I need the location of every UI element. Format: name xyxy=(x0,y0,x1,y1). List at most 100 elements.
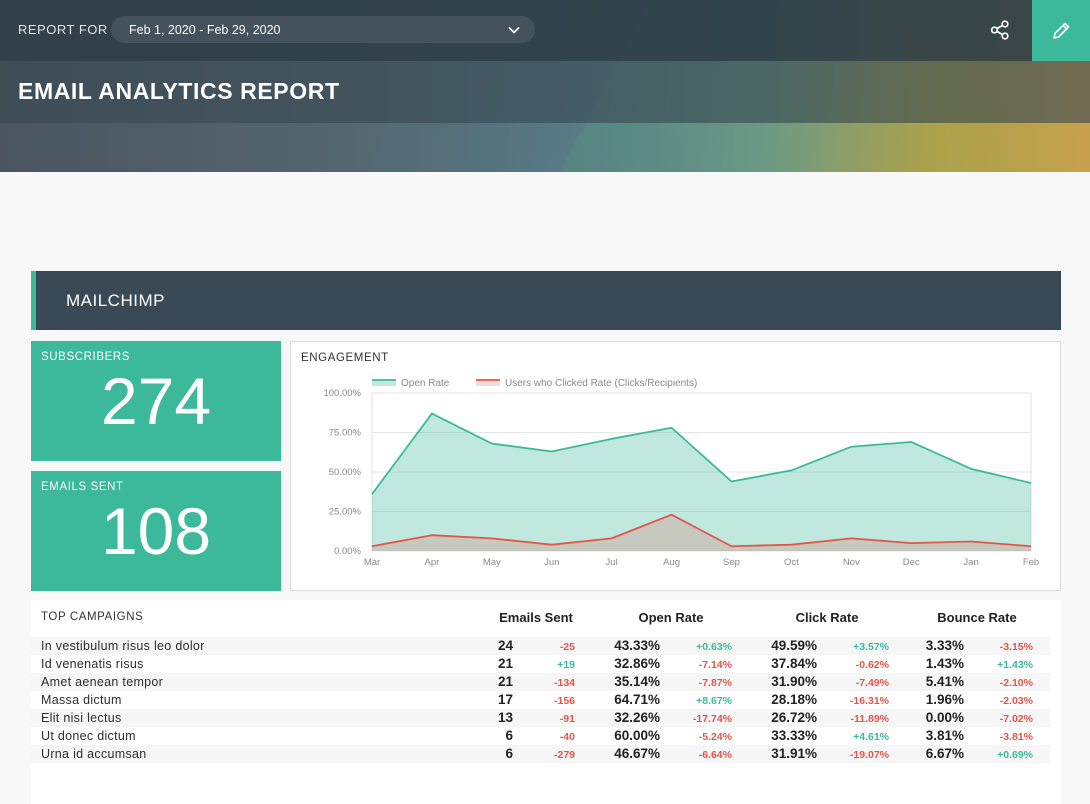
cell-open: 64.71% xyxy=(614,692,660,707)
column-header-emails-sent[interactable]: Emails Sent xyxy=(499,610,573,625)
cell-open: 32.26% xyxy=(614,710,660,725)
chevron-down-icon xyxy=(508,26,520,33)
cell-bounce-delta: +1.43% xyxy=(997,659,1033,671)
cell-name: Amet aenean tempor xyxy=(41,675,164,689)
cell-open: 32.86% xyxy=(614,656,660,671)
x-tick-label: Jan xyxy=(963,557,978,568)
cell-bounce: 5.41% xyxy=(925,674,964,689)
cell-click-delta: -19.07% xyxy=(849,749,889,761)
x-tick-label: May xyxy=(483,557,501,568)
cell-open: 46.67% xyxy=(614,746,660,761)
cell-name: Urna id accumsan xyxy=(41,747,147,761)
column-header-click-rate[interactable]: Click Rate xyxy=(795,610,859,625)
date-range-select[interactable]: Feb 1, 2020 - Feb 29, 2020 xyxy=(111,16,535,43)
cell-click-delta: +4.61% xyxy=(853,731,889,743)
x-tick-label: Apr xyxy=(425,557,440,568)
legend-swatch xyxy=(372,380,396,386)
y-tick-label: 50.00% xyxy=(329,467,362,478)
cell-sent-delta: -134 xyxy=(553,677,575,689)
cell-bounce: 1.96% xyxy=(925,692,964,707)
cell-open: 43.33% xyxy=(614,638,660,653)
cell-bounce-delta: +0.69% xyxy=(997,749,1033,761)
cell-bounce: 6.67% xyxy=(925,746,964,761)
x-tick-label: Feb xyxy=(1023,557,1039,568)
cell-click-delta: -11.89% xyxy=(850,713,889,725)
cell-bounce: 3.33% xyxy=(925,638,964,653)
legend-item[interactable]: Users who Clicked Rate (Clicks/Recipient… xyxy=(505,378,697,389)
cell-bounce: 0.00% xyxy=(925,710,964,725)
legend-swatch xyxy=(476,380,500,386)
cell-bounce-delta: -3.15% xyxy=(999,641,1033,653)
series-line-open-rate xyxy=(371,412,1032,495)
cell-name: Ut donec dictum xyxy=(41,729,136,743)
y-tick-label: 75.00% xyxy=(329,428,362,439)
table-row[interactable]: Ut donec dictum 6 -40 60.00% -5.24% 33.33% +4.… xyxy=(31,727,1050,745)
x-tick-label: Mar xyxy=(364,557,380,568)
column-header-bounce-rate[interactable]: Bounce Rate xyxy=(937,610,1017,625)
cell-click-delta: -0.62% xyxy=(855,659,889,671)
cell-click: 37.84% xyxy=(771,656,817,671)
cell-sent: 21 xyxy=(497,674,513,689)
table-row[interactable]: Id venenatis risus 21 +19 32.86% -7.14% 37.84… xyxy=(31,655,1050,673)
cell-sent-delta: +19 xyxy=(557,659,575,671)
date-range-value: Feb 1, 2020 - Feb 29, 2020 xyxy=(129,22,281,37)
cell-click-delta: -16.31% xyxy=(849,695,889,707)
title-bar xyxy=(0,61,1090,123)
cell-name: In vestibulum risus leo dolor xyxy=(41,639,205,653)
table-row[interactable]: Elit nisi lectus 13 -91 32.26% -17.74% 26.72%… xyxy=(31,709,1050,727)
cell-bounce-delta: -3.81% xyxy=(999,731,1033,743)
cell-sent-delta: -25 xyxy=(559,641,575,653)
cell-name: Elit nisi lectus xyxy=(41,711,122,725)
emails-sent-value: 108 xyxy=(100,494,212,568)
table-row[interactable]: Amet aenean tempor 21 -134 35.14% -7.87% 31.9… xyxy=(31,673,1050,691)
cell-sent: 6 xyxy=(505,746,513,761)
engagement-label: ENGAGEMENT xyxy=(301,352,389,364)
page-title: EMAIL ANALYTICS REPORT xyxy=(18,78,340,104)
cell-open-delta: -7.14% xyxy=(698,659,732,671)
cell-bounce: 3.81% xyxy=(925,728,964,743)
engagement-chart-card: ENGAGEMENT 100.00% 75.00% 50.00% 25.00% 0.00… xyxy=(290,341,1061,591)
pencil-icon xyxy=(1053,22,1070,39)
cell-click: 28.18% xyxy=(771,692,817,707)
cell-sent-delta: -279 xyxy=(553,749,575,761)
subscribers-card: SUBSCRIBERS 274 xyxy=(31,341,281,461)
x-tick-label: Jul xyxy=(606,557,618,568)
section-title: MAILCHIMP xyxy=(66,291,165,310)
subscribers-value: 274 xyxy=(100,364,212,438)
cell-open-delta: -6.64% xyxy=(698,749,732,761)
top-campaigns-table: TOP CAMPAIGNS Emails Sent Open Rate Clic… xyxy=(31,600,1061,804)
top-campaigns-title: TOP CAMPAIGNS xyxy=(41,611,144,623)
edit-button[interactable] xyxy=(1032,0,1090,61)
cell-name: Id venenatis risus xyxy=(41,657,144,671)
cell-open-delta: +8.67% xyxy=(696,695,732,707)
cell-click: 33.33% xyxy=(771,728,817,743)
cell-sent: 6 xyxy=(505,728,513,743)
cell-open-delta: -17.74% xyxy=(692,713,732,725)
cell-sent: 17 xyxy=(497,692,513,707)
cell-click-delta: -7.49% xyxy=(855,677,889,689)
cell-open-delta: -7.87% xyxy=(698,677,732,689)
cell-bounce-delta: -2.03% xyxy=(999,695,1033,707)
series-line-clicked-rate xyxy=(371,513,1032,548)
cell-open-delta: -5.24% xyxy=(698,731,732,743)
emails-sent-card: EMAILS SENT 108 xyxy=(31,471,281,591)
series-area-open-rate xyxy=(372,413,1031,551)
x-tick-label: Dec xyxy=(903,557,920,568)
cell-click: 26.72% xyxy=(771,710,817,725)
column-header-open-rate[interactable]: Open Rate xyxy=(638,610,704,625)
cell-open: 60.00% xyxy=(614,728,660,743)
report-for-label: REPORT FOR xyxy=(18,22,108,37)
table-row[interactable]: Urna id accumsan 6 -279 46.67% -6.64% 31.91% -… xyxy=(31,745,1050,763)
cell-sent: 13 xyxy=(497,710,513,725)
cell-sent: 24 xyxy=(497,638,513,653)
cell-click: 31.90% xyxy=(771,674,817,689)
table-row[interactable]: Massa dictum 17 -156 64.71% +8.67% 28.18% -16.… xyxy=(31,691,1050,709)
x-tick-label: Nov xyxy=(843,557,860,568)
cell-click: 31.91% xyxy=(771,746,817,761)
legend-item[interactable]: Open Rate xyxy=(401,378,450,389)
subscribers-label: SUBSCRIBERS xyxy=(41,351,131,363)
share-button[interactable] xyxy=(984,14,1016,46)
cell-open-delta: +0.63% xyxy=(696,641,732,653)
cell-sent-delta: -40 xyxy=(559,731,575,743)
table-row[interactable]: In vestibulum risus leo dolor 24 -25 43.33%… xyxy=(31,637,1050,655)
